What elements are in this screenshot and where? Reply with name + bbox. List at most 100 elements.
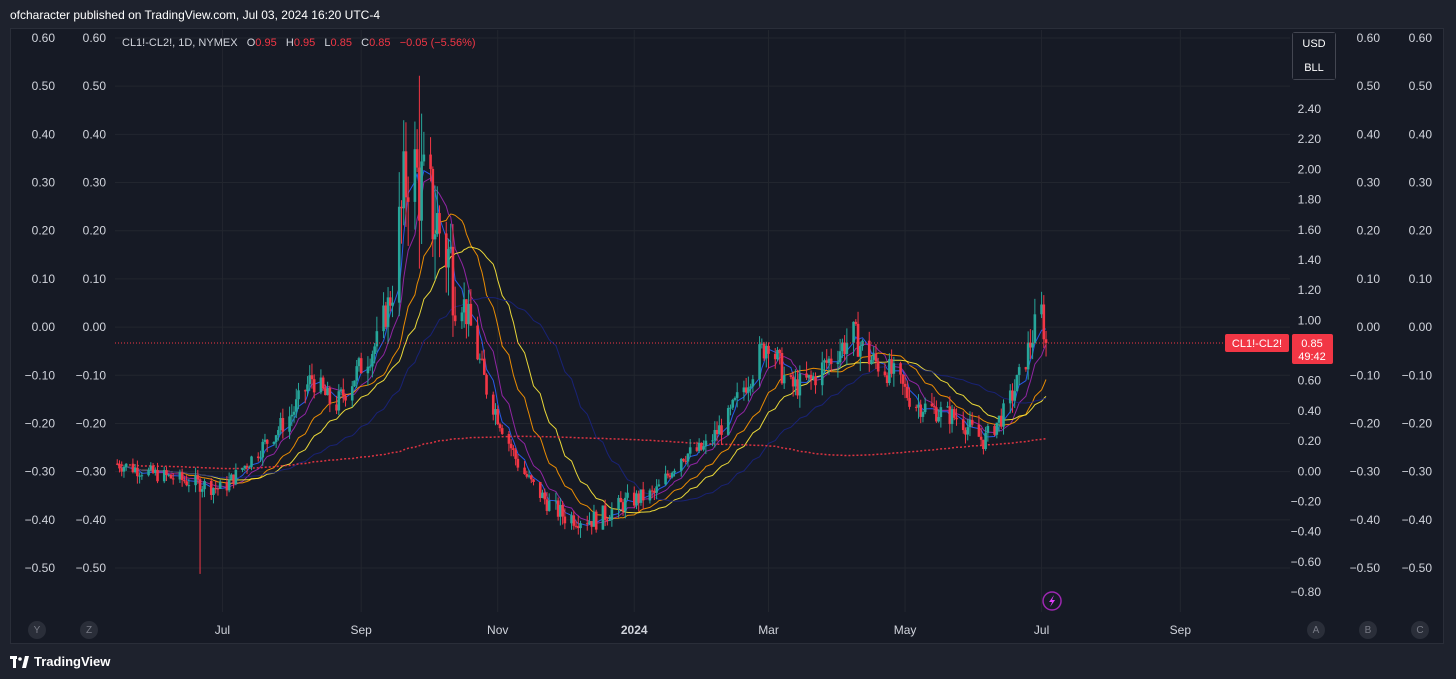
- moving-average-line: [116, 435, 1047, 470]
- candle-down: [979, 436, 983, 440]
- candle-up: [664, 473, 667, 485]
- candle-down: [538, 481, 542, 498]
- candle-down: [198, 479, 202, 492]
- candle-up: [272, 441, 276, 444]
- candle-up: [782, 375, 786, 384]
- candle-up: [726, 408, 730, 435]
- price-tag-value: 0.85: [1301, 338, 1322, 350]
- candle-down: [829, 358, 833, 365]
- candle-down: [637, 493, 641, 503]
- outer-right-tick-2: −0.30: [1402, 465, 1433, 479]
- candle-up: [1033, 314, 1037, 343]
- candle-up: [713, 429, 717, 441]
- candle-up: [541, 492, 544, 498]
- candle-down: [1044, 339, 1048, 343]
- moving-averages: [116, 169, 1047, 527]
- bottom-button-z[interactable]: Z: [80, 621, 98, 639]
- candle-down: [684, 460, 688, 462]
- candle-up: [138, 475, 141, 477]
- candle-up: [382, 305, 385, 332]
- bottom-button-y[interactable]: Y: [28, 621, 46, 639]
- candle-down: [970, 419, 974, 425]
- candle-up: [626, 492, 629, 498]
- candle-up: [554, 500, 558, 502]
- candle-down: [854, 321, 858, 324]
- outer-left-tick: −0.50: [25, 561, 56, 575]
- candle-down: [1011, 390, 1014, 401]
- candle-down: [388, 297, 392, 306]
- candle-up: [1015, 374, 1019, 392]
- candle-down: [603, 505, 607, 520]
- price-axis-tick: −0.40: [1291, 525, 1322, 539]
- unit-button[interactable]: BLL: [1293, 57, 1335, 79]
- candle-down: [715, 429, 719, 435]
- candle-down: [120, 468, 124, 472]
- currency-button[interactable]: USD: [1293, 33, 1335, 55]
- candle-down: [131, 463, 135, 473]
- inner-left-tick: 0.20: [83, 224, 107, 238]
- candle-up: [422, 154, 426, 162]
- candle-down: [256, 456, 260, 459]
- candle-down: [438, 213, 441, 234]
- price-axis-tick: 0.60: [1298, 374, 1322, 388]
- candle-up: [122, 466, 126, 472]
- price-axis-tick: 0.40: [1298, 404, 1322, 418]
- candle-up: [319, 377, 323, 393]
- candle-down: [543, 492, 547, 500]
- candle-up: [717, 425, 721, 435]
- outer-left-tick: 0.50: [32, 79, 56, 93]
- candle-down: [169, 474, 173, 479]
- chart-panel[interactable]: [10, 28, 1444, 644]
- candle-down: [814, 376, 817, 386]
- tradingview-logo[interactable]: TradingView: [10, 654, 110, 669]
- candle-up: [870, 359, 873, 365]
- candle-down: [465, 299, 468, 325]
- candle-up: [798, 373, 802, 396]
- candle-down: [429, 154, 432, 169]
- candle-down: [561, 504, 564, 517]
- candle-down: [498, 424, 502, 429]
- inner-left-tick: −0.30: [76, 465, 107, 479]
- candle-down: [885, 375, 889, 384]
- candle-down: [682, 458, 685, 461]
- candle-down: [183, 480, 186, 482]
- candle-up: [852, 321, 855, 343]
- outer-right-tick-2: 0.10: [1409, 272, 1433, 286]
- bottom-button-c[interactable]: C: [1411, 621, 1429, 639]
- candle-down: [762, 343, 766, 359]
- candle-up: [570, 515, 573, 524]
- candle-up: [447, 249, 450, 268]
- candle-down: [791, 376, 795, 387]
- candle-up: [592, 511, 596, 527]
- price-axis-tick: −0.20: [1291, 494, 1322, 508]
- scale-buttons-box: [1292, 32, 1336, 80]
- candle-up: [807, 374, 811, 378]
- candle-down: [225, 481, 229, 491]
- candle-up: [758, 344, 761, 380]
- bottom-button-a[interactable]: A: [1307, 621, 1325, 639]
- candle-down: [948, 406, 952, 425]
- candle-up: [686, 453, 690, 462]
- candle-up: [478, 358, 482, 360]
- candle-down: [576, 526, 580, 529]
- candle-up: [288, 416, 291, 432]
- candle-up: [670, 472, 674, 478]
- candle-down: [955, 417, 958, 420]
- outer-right-tick-1: −0.40: [1350, 513, 1381, 527]
- candle-up: [794, 379, 797, 387]
- candle-down: [653, 490, 656, 493]
- candle-down: [196, 475, 200, 480]
- candle-down: [321, 377, 325, 389]
- candle-down: [328, 387, 332, 405]
- candle-up: [350, 386, 354, 401]
- candle-up: [366, 366, 370, 374]
- outer-right-tick-1: 0.40: [1357, 127, 1381, 141]
- bottom-button-b[interactable]: B: [1359, 621, 1377, 639]
- candle-down: [574, 525, 578, 527]
- candle-down: [491, 394, 495, 415]
- outer-right-tick-1: 0.20: [1357, 224, 1381, 238]
- candle-up: [153, 470, 157, 473]
- candle-up: [1017, 367, 1021, 375]
- legend-high-value: 0.95: [293, 37, 316, 49]
